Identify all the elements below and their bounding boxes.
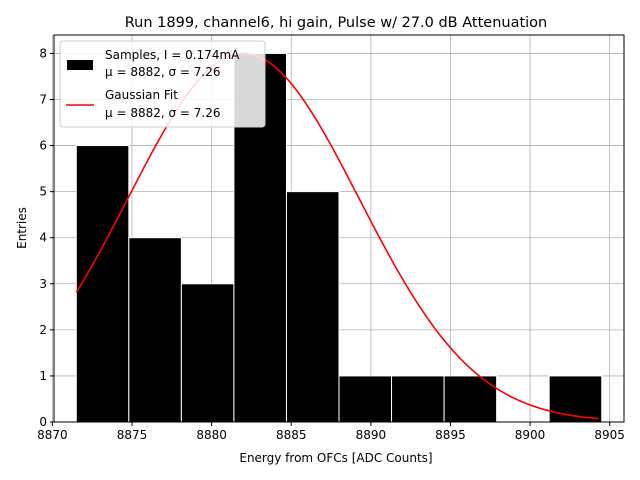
legend-fit-label: Gaussian Fit — [105, 88, 178, 102]
histogram-bar — [443, 375, 498, 423]
histogram-bar — [338, 375, 393, 423]
y-tick-label: 5 — [39, 185, 47, 199]
y-tick-label: 7 — [39, 93, 47, 107]
x-tick-label: 8905 — [594, 428, 625, 442]
plot-area-frame — [53, 34, 625, 423]
legend-fit-stats: μ = 8882, σ = 7.26 — [105, 106, 221, 120]
x-tick-label: 8900 — [515, 428, 546, 442]
histogram-bar — [128, 237, 182, 423]
y-tick-label: 0 — [39, 415, 47, 429]
y-tick-label: 8 — [39, 46, 47, 60]
x-tick-label: 8885 — [276, 428, 307, 442]
y-tick-label: 1 — [39, 369, 47, 383]
histogram-bar — [548, 375, 603, 423]
legend-samples-stats: μ = 8882, σ = 7.26 — [105, 65, 221, 79]
legend-box — [59, 40, 266, 128]
histogram-bar — [75, 145, 130, 423]
y-tick-label: 6 — [39, 139, 47, 153]
axis-ticks: 8870 8875 8880 8885 8890 8895 8900 8905 0 1 2 3 4 5 6 7… — [37, 46, 625, 442]
legend-samples-label: Samples, I = 0.174mA — [105, 48, 240, 62]
histogram-bars — [75, 52, 603, 423]
legend-samples-swatch — [67, 60, 93, 70]
y-tick-label: 3 — [39, 277, 47, 291]
x-axis-label: Energy from OFCs [ADC Counts] — [239, 451, 432, 465]
x-tick-label: 8875 — [117, 428, 148, 442]
gaussian-fit-curve — [75, 52, 599, 420]
histogram-bar — [285, 191, 340, 423]
x-tick-label: 8880 — [196, 428, 227, 442]
y-tick-label: 4 — [39, 231, 47, 245]
y-tick-label: 2 — [39, 323, 47, 337]
x-tick-label: 8870 — [37, 428, 68, 442]
legend: Samples, I = 0.174mA μ = 8882, σ = 7.26 … — [59, 40, 266, 128]
histogram-bar — [391, 375, 445, 423]
y-axis-label: Entries — [15, 207, 29, 249]
x-tick-label: 8890 — [356, 428, 387, 442]
histogram-bar — [180, 283, 235, 423]
x-tick-label: 8895 — [435, 428, 466, 442]
chart-title: Run 1899, channel6, hi gain, Pulse w/ 27… — [125, 15, 548, 31]
